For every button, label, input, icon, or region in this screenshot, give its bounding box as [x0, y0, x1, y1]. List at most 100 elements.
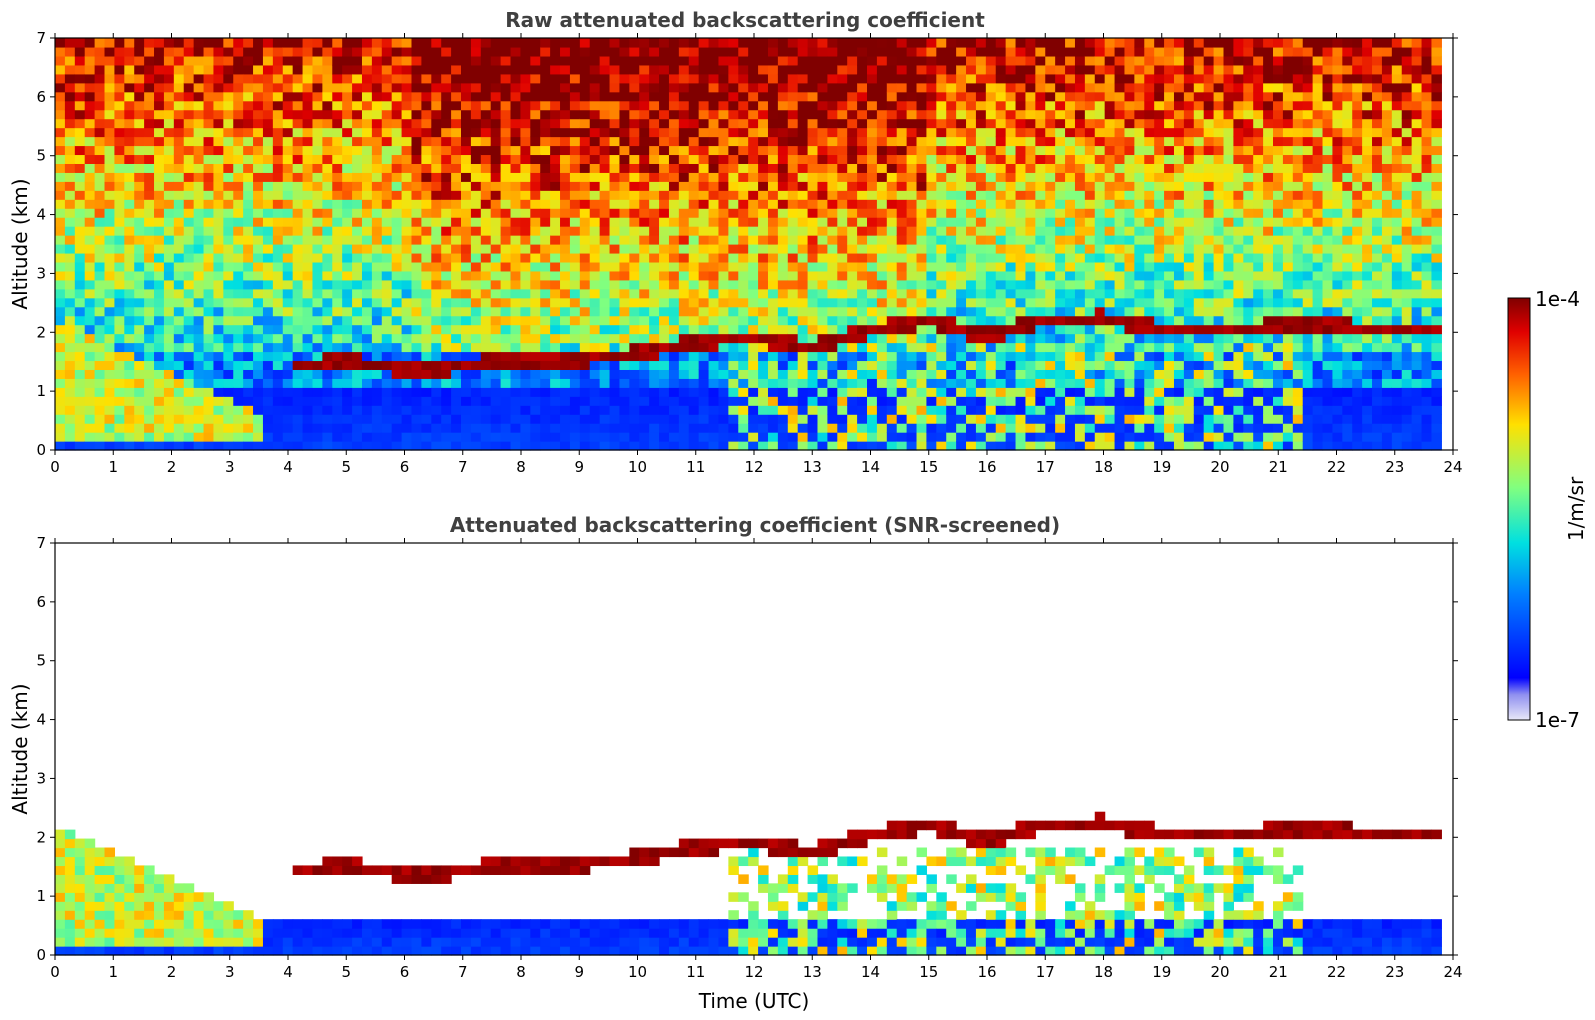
heatmap-cell: [55, 315, 66, 326]
heatmap-cell: [154, 333, 165, 344]
heatmap-cell: [55, 181, 66, 191]
heatmap-cell: [292, 288, 304, 299]
heatmap-cell: [530, 315, 541, 326]
heatmap-cell: [698, 38, 710, 48]
heatmap-cell: [867, 136, 878, 147]
heatmap-cell: [500, 333, 512, 344]
heatmap-cell: [55, 145, 66, 156]
heatmap-cell: [1045, 261, 1056, 272]
heatmap-cell: [381, 163, 393, 173]
heatmap-cell: [956, 306, 967, 317]
heatmap-cell: [906, 396, 918, 406]
heatmap-cell: [827, 441, 838, 451]
heatmap-cell: [777, 217, 789, 227]
heatmap-cell: [1065, 145, 1076, 156]
heatmap-cell: [589, 199, 601, 209]
heatmap-cell: [975, 297, 987, 308]
heatmap-cell: [371, 136, 383, 147]
heatmap-cell: [926, 396, 937, 406]
heatmap-cell: [777, 55, 789, 66]
heatmap-cell: [361, 261, 373, 272]
heatmap-cell: [243, 244, 254, 254]
heatmap-cell: [560, 423, 571, 433]
heatmap-cell: [1074, 369, 1086, 379]
heatmap-cell: [797, 181, 809, 191]
heatmap-cell: [748, 190, 759, 200]
heatmap-cell: [520, 270, 531, 281]
heatmap-cell: [84, 109, 96, 120]
heatmap-cell: [609, 387, 621, 397]
heatmap-cell: [124, 226, 135, 236]
heatmap-cell: [807, 297, 819, 308]
heatmap-cell: [262, 423, 274, 433]
heatmap-cell: [282, 46, 294, 57]
heatmap-cell: [84, 279, 96, 290]
heatmap-cell: [520, 208, 531, 218]
heatmap-cell: [223, 190, 234, 200]
heatmap-cell: [1084, 181, 1096, 191]
heatmap-cell: [579, 190, 591, 200]
heatmap-cell: [223, 351, 234, 362]
heatmap-cell: [738, 297, 749, 308]
heatmap-cell: [490, 432, 502, 442]
heatmap-cell: [490, 46, 502, 57]
heatmap-cell: [767, 136, 779, 147]
heatmap-cell: [470, 91, 482, 102]
heatmap-cell: [1065, 306, 1076, 317]
heatmap-cell: [906, 163, 918, 173]
heatmap-cell: [530, 369, 541, 379]
heatmap-cell: [659, 342, 670, 353]
heatmap-cell: [431, 91, 442, 102]
heatmap-cell: [1074, 46, 1086, 57]
heatmap-cell: [421, 127, 432, 138]
heatmap-cell: [223, 378, 234, 388]
heatmap-cell: [173, 252, 185, 263]
heatmap-cell: [678, 396, 690, 406]
heatmap-cell: [1055, 405, 1066, 415]
heatmap-cell: [748, 118, 759, 129]
heatmap-cell: [1065, 172, 1076, 182]
heatmap-cell: [975, 261, 987, 272]
heatmap-cell: [352, 441, 363, 451]
heatmap-cell: [847, 38, 858, 48]
heatmap-cell: [243, 432, 254, 442]
heatmap-cell: [797, 261, 809, 272]
heatmap-cell: [312, 387, 323, 397]
heatmap-cell: [451, 127, 462, 138]
heatmap-cell: [431, 100, 442, 111]
heatmap-cell: [1045, 55, 1056, 66]
heatmap-cell: [1005, 244, 1017, 254]
heatmap-cell: [114, 378, 125, 388]
heatmap-cell: [668, 279, 680, 290]
heatmap-cell: [946, 252, 957, 263]
heatmap-cell: [431, 154, 442, 164]
heatmap-cell: [55, 73, 66, 84]
heatmap-cell: [173, 55, 185, 66]
heatmap-cell: [589, 423, 601, 433]
heatmap-cell: [560, 118, 571, 129]
heatmap-cell: [995, 288, 1007, 299]
heatmap-cell: [84, 441, 96, 451]
heatmap-cell: [144, 324, 155, 335]
heatmap-cell: [401, 73, 413, 84]
heatmap-cell: [569, 190, 581, 200]
heatmap-cell: [609, 441, 621, 451]
heatmap-cell: [629, 55, 640, 66]
heatmap-cell: [550, 369, 561, 379]
heatmap-cell: [361, 342, 373, 353]
heatmap-cell: [718, 405, 729, 415]
heatmap-cell: [302, 432, 314, 442]
heatmap-cell: [94, 342, 106, 353]
heatmap-cell: [500, 199, 512, 209]
heatmap-cell: [342, 226, 353, 236]
heatmap-cell: [401, 199, 413, 209]
heatmap-cell: [995, 432, 1007, 442]
heatmap-cell: [223, 261, 234, 272]
heatmap-cell: [74, 55, 86, 66]
heatmap-cell: [401, 190, 413, 200]
heatmap-cell: [1065, 154, 1076, 164]
heatmap-cell: [262, 199, 274, 209]
heatmap-cell: [847, 154, 858, 164]
heatmap-cell: [361, 82, 373, 93]
heatmap-cell: [124, 441, 135, 451]
